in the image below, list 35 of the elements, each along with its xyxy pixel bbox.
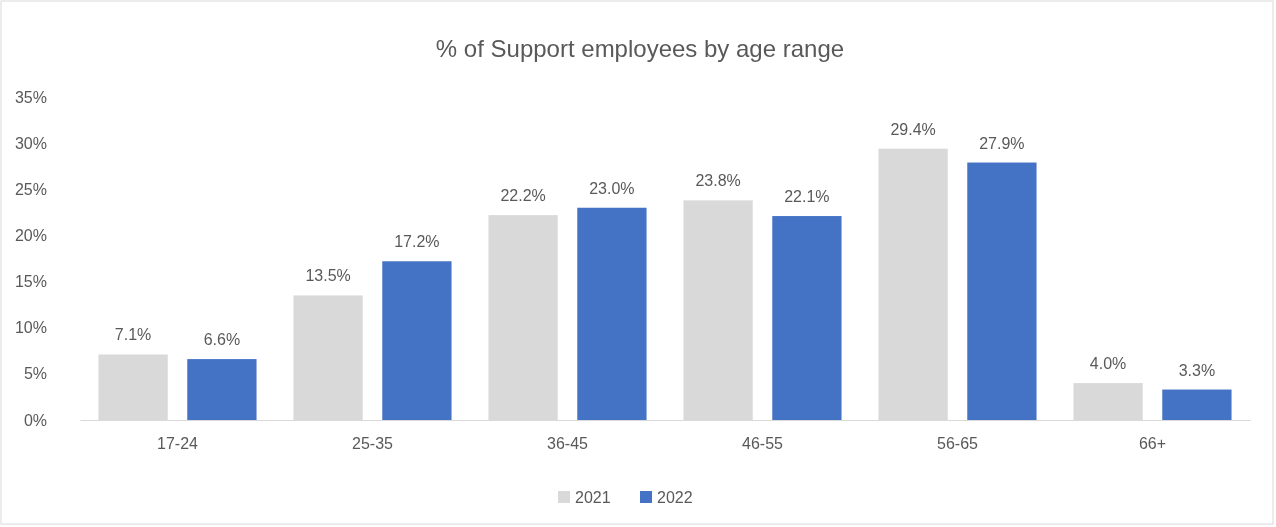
data-label: 13.5% (305, 267, 351, 285)
x-tick-label: 56-65 (937, 435, 979, 453)
chart-title: % of Support employees by age range (435, 35, 845, 62)
data-label: 29.4% (890, 120, 936, 138)
y-tick-label: 30% (14, 134, 47, 152)
bar (382, 261, 452, 420)
x-tick-label: 25-35 (352, 435, 394, 453)
y-tick-label: 5% (23, 365, 47, 383)
x-tick-label: 46-55 (742, 435, 784, 453)
bar (967, 162, 1037, 420)
bar (577, 207, 647, 420)
legend-label: 2021 (575, 489, 611, 506)
x-tick-label: 66+ (1138, 435, 1167, 453)
data-label: 4.0% (1089, 355, 1127, 373)
y-tick-label: 25% (14, 180, 47, 198)
x-tick-label: 36-45 (547, 435, 589, 453)
y-tick-label: 20% (14, 227, 47, 245)
data-label: 23.0% (589, 179, 635, 197)
data-label: 22.1% (784, 188, 830, 206)
x-tick-label: 17-24 (157, 435, 199, 453)
data-label: 6.6% (203, 331, 241, 349)
y-tick-label: 35% (14, 88, 47, 106)
y-tick-label: 0% (23, 411, 47, 429)
data-label: 3.3% (1178, 361, 1216, 379)
data-label: 23.8% (695, 172, 741, 190)
data-label: 17.2% (394, 233, 440, 251)
legend-label: 2022 (657, 489, 693, 506)
bar (187, 359, 257, 420)
bar (1162, 389, 1232, 420)
data-label: 7.1% (114, 326, 152, 344)
data-label: 27.9% (979, 134, 1025, 152)
y-tick-label: 10% (14, 319, 47, 337)
bar (772, 216, 842, 420)
data-label: 22.2% (500, 187, 546, 205)
y-tick-label: 15% (14, 273, 47, 291)
